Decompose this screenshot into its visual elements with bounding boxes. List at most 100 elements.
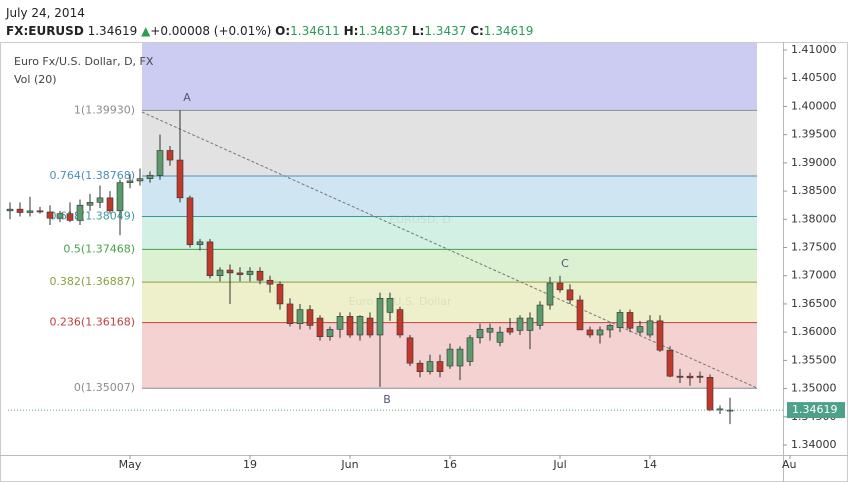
candle-body <box>486 327 494 333</box>
candle-body <box>356 316 364 336</box>
candle-body <box>416 362 424 372</box>
candle-body <box>236 272 244 275</box>
fib-band <box>142 42 757 111</box>
candle-body <box>506 327 514 333</box>
candle-body <box>526 317 534 331</box>
trend-line <box>141 111 758 389</box>
symbol: FX:EURUSD <box>6 24 84 38</box>
fib-label: 0.382(1.36887) <box>49 275 135 288</box>
candle-body <box>426 361 434 372</box>
fib-band <box>142 175 757 217</box>
candle-body <box>56 213 64 219</box>
point-label: C <box>561 257 569 270</box>
candle-body <box>6 208 14 212</box>
candle-body <box>536 304 544 326</box>
candle-body <box>116 182 124 212</box>
candle-body <box>296 309 304 324</box>
candle-body <box>446 348 454 367</box>
c-label: C: <box>470 24 484 38</box>
candle-body <box>86 202 94 206</box>
plot: 1(1.39930)0.764(1.38768)0.618(1.38049)0.… <box>6 42 783 425</box>
candle-body <box>726 409 734 412</box>
candle-body <box>696 375 704 378</box>
candle-body <box>626 312 634 329</box>
fib-label: 0.5(1.37468) <box>63 242 135 255</box>
candle-body <box>316 317 324 337</box>
arrow: ▲ <box>141 24 151 38</box>
indicator-label: Vol (20) <box>14 73 57 86</box>
x-tick-label: Au <box>782 458 797 471</box>
candle-body <box>636 326 644 333</box>
candle-body <box>676 375 684 378</box>
y-tick-label: 1.35500 <box>791 353 837 366</box>
candle-body <box>656 320 664 351</box>
candle-body <box>606 325 614 331</box>
candle-body <box>436 361 444 372</box>
candle-body <box>686 375 694 379</box>
candle-body <box>256 270 264 281</box>
fib-band <box>142 282 757 323</box>
date: July 24, 2014 <box>6 6 85 20</box>
y-tick-label: 1.34000 <box>791 438 837 451</box>
candle-body <box>166 150 174 161</box>
candle-body <box>16 208 24 213</box>
candle-body <box>596 329 604 336</box>
candle-body <box>66 213 74 221</box>
fib-label: 0.764(1.38768) <box>49 169 135 182</box>
y-tick-label: 1.39000 <box>791 156 837 169</box>
h-label: H: <box>343 24 359 38</box>
candle-body <box>586 329 594 336</box>
candle-body <box>36 210 44 213</box>
candle-body <box>246 270 254 275</box>
o-label: O: <box>275 24 291 38</box>
l-label: L: <box>411 24 425 38</box>
candle-body <box>136 178 144 182</box>
watermark: EURUSD, D <box>389 213 451 226</box>
y-tick-label: 1.40000 <box>791 99 837 112</box>
y-tick-label: 1.41000 <box>791 43 837 56</box>
x-tick-label: Jun <box>340 458 358 471</box>
candle-body <box>576 299 584 331</box>
close: 1.34619 <box>483 24 534 38</box>
candle-body <box>176 159 184 199</box>
x-tick-label: 14 <box>643 458 657 471</box>
fib-band <box>142 216 757 250</box>
candle-body <box>126 180 134 183</box>
fib-label: 0(1.35007) <box>74 381 135 394</box>
y-tick-label: 1.40500 <box>791 71 837 84</box>
candle-body <box>266 279 274 285</box>
y-tick-label: 1.38500 <box>791 184 837 197</box>
candle-body <box>346 316 354 336</box>
candle-body <box>706 376 714 411</box>
candle-body <box>336 316 344 330</box>
candle-body <box>276 283 284 305</box>
candle-body <box>216 269 224 277</box>
fib-band <box>142 110 757 176</box>
point-label: A <box>183 91 191 104</box>
high: 1.34837 <box>358 24 409 38</box>
y-tick-label: 1.37000 <box>791 269 837 282</box>
candle-body <box>226 269 234 274</box>
candle-body <box>386 297 394 313</box>
candle-body <box>76 204 84 221</box>
y-tick-label: 1.37500 <box>791 241 837 254</box>
last: 1.34619 <box>87 24 138 38</box>
x-tick-label: 16 <box>443 458 457 471</box>
y-tick-label: 1.39500 <box>791 128 837 141</box>
candle-body <box>146 174 154 179</box>
y-tick-label: 1.38000 <box>791 212 837 225</box>
candle-body <box>186 197 194 245</box>
last-price-tag <box>787 402 845 419</box>
candle-body <box>376 297 384 336</box>
candle-body <box>646 320 654 336</box>
y-tick-label: 1.35000 <box>791 382 837 395</box>
candle-body <box>156 150 164 176</box>
candle-body <box>26 210 34 213</box>
candle-body <box>476 329 484 339</box>
candle-body <box>196 241 204 245</box>
chart-title: Euro Fx/U.S. Dollar, D, FX <box>14 55 154 68</box>
open: 1.34611 <box>290 24 340 38</box>
low: 1.3437 <box>424 24 467 38</box>
